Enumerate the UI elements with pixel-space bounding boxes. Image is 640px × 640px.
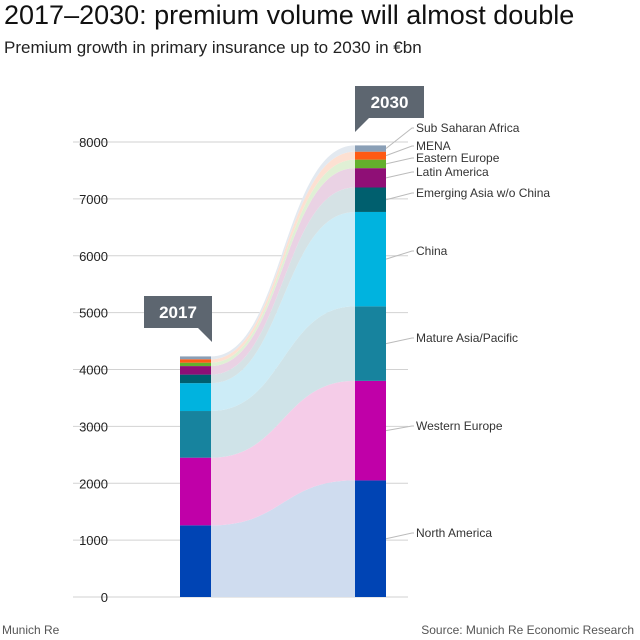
chart-title: 2017–2030: premium volume will almost do…	[4, 0, 575, 30]
y-tick-label: 3000	[79, 419, 108, 434]
footer-source: Source: Munich Re Economic Research	[421, 623, 634, 637]
series-labels: North America Western Europe Mature Asia/P…	[385, 121, 550, 540]
series-label-mena: MENA	[416, 139, 451, 153]
callout-tail	[355, 118, 369, 132]
bar-segment-western-europe	[180, 457, 211, 526]
bar-segment-north-america	[355, 480, 386, 597]
flow-bands	[211, 145, 355, 597]
series-label-mature-asia-pacific: Mature Asia/Pacific	[416, 331, 518, 345]
label-leader	[385, 337, 414, 345]
label-leader	[385, 425, 414, 432]
bar-segment-latin-america	[355, 168, 386, 188]
callout-2030: 2030	[355, 86, 424, 132]
series-label-sub-saharan-africa: Sub Saharan Africa	[416, 121, 520, 135]
label-leader	[385, 171, 414, 179]
series-label-western-europe: Western Europe	[416, 419, 503, 433]
y-tick-label: 8000	[79, 135, 108, 150]
y-tick-label: 6000	[79, 249, 108, 264]
bar-segment-mena	[180, 359, 211, 363]
series-label-latin-america: Latin America	[416, 165, 489, 179]
bar-segment-eastern-europe	[180, 362, 211, 367]
bar-segment-sub-saharan-africa	[180, 356, 211, 360]
y-tick-label: 5000	[79, 306, 108, 321]
bar-2017	[180, 356, 211, 597]
flow-band-western-europe	[211, 380, 355, 526]
bar-segment-china	[355, 211, 386, 307]
series-label-eastern-europe: Eastern Europe	[416, 151, 500, 165]
label-leader	[385, 145, 414, 157]
footer-brand: Munich Re	[2, 623, 60, 637]
bar-segment-eastern-europe	[355, 159, 386, 169]
bar-segment-western-europe	[355, 380, 386, 481]
callout-box	[144, 296, 212, 328]
callout-tail	[198, 328, 212, 342]
y-tick-label: 2000	[79, 476, 108, 491]
flow-band-emerging-asia-w-o-china	[211, 187, 355, 384]
flow-band-china	[211, 211, 355, 412]
flow-band-latin-america	[211, 168, 355, 375]
series-label-china: China	[416, 244, 448, 258]
bar-2030	[355, 145, 386, 597]
callout-2017: 2017	[144, 296, 212, 342]
y-tick-label: 0	[101, 590, 108, 605]
y-tick-label: 1000	[79, 533, 108, 548]
flow-band-sub-saharan-africa	[211, 145, 355, 360]
bar-segment-latin-america	[180, 366, 211, 375]
callout-label: 2030	[371, 93, 409, 112]
flow-band-eastern-europe	[211, 159, 355, 367]
bar-segment-mature-asia-pacific	[355, 306, 386, 381]
bar-segment-sub-saharan-africa	[355, 145, 386, 152]
label-leader	[385, 250, 414, 260]
label-leader	[385, 157, 414, 165]
bar-segment-emerging-asia-w-o-china	[355, 187, 386, 212]
callout-box	[355, 86, 424, 118]
label-leader	[385, 192, 414, 201]
flow-band-mena	[211, 151, 355, 363]
bar-segment-mena	[355, 151, 386, 160]
flow-band-north-america	[211, 480, 355, 597]
bar-segment-emerging-asia-w-o-china	[180, 374, 211, 384]
chart-subtitle: Premium growth in primary insurance up t…	[4, 38, 422, 57]
y-tick-label: 4000	[79, 363, 108, 378]
y-tick-label: 7000	[79, 192, 108, 207]
bar-segment-mature-asia-pacific	[180, 411, 211, 458]
series-label-north-america: North America	[416, 526, 492, 540]
label-leader	[385, 127, 414, 149]
flow-band-mature-asia-pacific	[211, 306, 355, 458]
callout-label: 2017	[159, 303, 197, 322]
label-leader	[385, 532, 414, 540]
series-label-emerging-asia-w-o-china: Emerging Asia w/o China	[416, 186, 550, 200]
bar-segment-north-america	[180, 525, 211, 597]
bar-segment-china	[180, 383, 211, 412]
